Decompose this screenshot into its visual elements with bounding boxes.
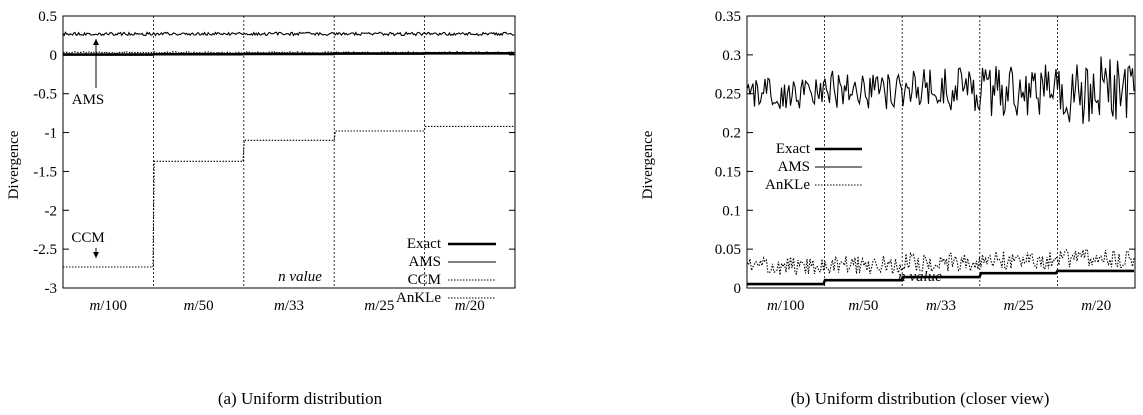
- y-tick-label: 0.35: [715, 9, 741, 25]
- x-tick-label: m/100: [89, 298, 127, 314]
- x-tick-label: m/20: [1081, 298, 1111, 314]
- caption-a: (a) Uniform distribution: [218, 389, 383, 408]
- y-tick-label: -2: [45, 203, 58, 219]
- plot-frame: [746, 15, 1136, 289]
- series-line-exact: [63, 52, 515, 56]
- legend-b: Exact AMS AnKLe: [765, 141, 811, 193]
- y-tick-label: -2.5: [33, 242, 57, 258]
- series-line-exact: [747, 269, 1134, 286]
- chart-panel-b: Divergence n value (b) Uniform distribut…: [640, 9, 1136, 408]
- xlabel-a: n value: [278, 269, 322, 285]
- legend-a: Exact AMS CCM AnKLe: [396, 236, 442, 306]
- y-tick-label: -1: [45, 126, 58, 142]
- legend-label-exact-b: Exact: [776, 141, 811, 157]
- x-tick-label: m/50: [184, 298, 214, 314]
- y-tick-label: 0.15: [715, 164, 741, 180]
- y-tick-label: 0.1: [722, 203, 741, 219]
- y-tick-label: 0.5: [38, 9, 57, 25]
- y-tick-label: -3: [45, 281, 58, 297]
- series-line-ankle: [62, 51, 515, 55]
- x-tick-label: m/33: [274, 298, 304, 314]
- series-line-ankle: [746, 248, 1135, 276]
- series-line-ccm: [63, 125, 515, 268]
- y-tick-label: 0: [734, 281, 742, 297]
- x-tick-label: m/20: [455, 298, 485, 314]
- plot-frame: [62, 15, 516, 289]
- x-tick-label: m/25: [364, 298, 394, 314]
- series-line-ams: [746, 56, 1135, 124]
- ylabel-a: Divergence: [6, 130, 22, 199]
- x-tick-label: m/100: [767, 298, 805, 314]
- caption-b: (b) Uniform distribution (closer view): [791, 389, 1050, 408]
- legend-label-ams-b: AMS: [777, 159, 810, 175]
- x-tick-label: m/33: [926, 298, 956, 314]
- y-tick-label: 0.2: [722, 126, 741, 142]
- series-line-ams: [62, 31, 515, 37]
- y-tick-label: 0: [50, 48, 58, 64]
- legend-label-ankle-b: AnKLe: [765, 177, 810, 193]
- y-tick-label: 0.05: [715, 242, 741, 258]
- y-tick-label: 0.3: [722, 48, 741, 64]
- y-tick-label: 0.25: [715, 87, 741, 103]
- x-tick-label: m/25: [1004, 298, 1034, 314]
- legend-label-ankle: AnKLe: [396, 290, 441, 306]
- ylabel-b: Divergence: [640, 130, 656, 199]
- annotation-ams: AMS: [72, 92, 105, 108]
- annotation-ccm: CCM: [71, 230, 104, 246]
- x-tick-label: m/50: [848, 298, 878, 314]
- chart-panel-a: Divergence n value (a) Uniform distribut…: [6, 9, 516, 408]
- y-tick-label: -0.5: [33, 87, 57, 103]
- y-tick-label: -1.5: [33, 164, 57, 180]
